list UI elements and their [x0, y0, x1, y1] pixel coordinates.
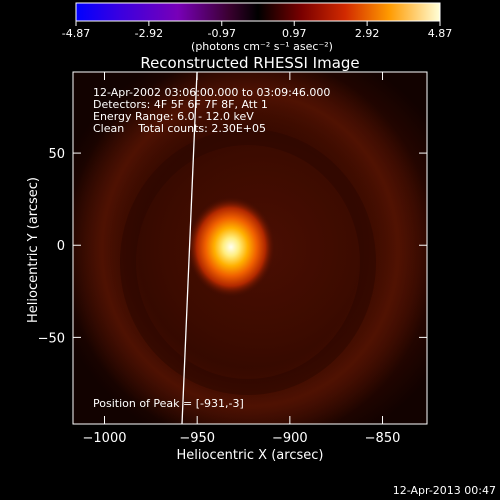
energy-range-text: Energy Range: 6.0 - 12.0 keV	[93, 110, 254, 123]
plot-frame	[72, 71, 428, 425]
detectors-text: Detectors: 4F 5F 6F 7F 8F, Att 1	[93, 98, 268, 111]
clean-counts-text: Clean Total counts: 2.30E+05	[93, 122, 266, 135]
x-tick-label: −850	[365, 431, 401, 446]
colorbar-tick-label: 4.87	[428, 27, 453, 40]
y-axis-label: Heliocentric Y (arcsec)	[26, 177, 41, 323]
colorbar-tick-label: 2.92	[355, 27, 380, 40]
y-tick-label: 0	[57, 239, 65, 254]
info-block: 12-Apr-2002 03:06:00.000 to 03:09:46.000…	[93, 86, 330, 135]
x-tick-label: −900	[272, 431, 308, 446]
peak-position-text: Position of Peak = [-931,-3]	[93, 397, 244, 410]
time-range-text: 12-Apr-2002 03:06:00.000 to 03:09:46.000	[93, 86, 330, 99]
x-tick-label: −950	[179, 431, 215, 446]
flare-source	[187, 197, 275, 297]
colorbar-units: (photons cm⁻² s⁻¹ asec⁻²)	[191, 40, 333, 53]
colorbar-gradient	[75, 2, 441, 22]
y-axis-ticks: 50 0 −50	[38, 147, 427, 346]
x-axis-ticks: −1000 −950 −900 −850	[83, 72, 401, 446]
colorbar-tick-label: -4.87	[62, 27, 90, 40]
x-axis-label: Heliocentric X (arcsec)	[177, 448, 324, 463]
colorbar-tick-label: -2.92	[135, 27, 163, 40]
image-area	[73, 72, 427, 424]
sidelobe-ring-inner	[120, 129, 376, 395]
x-tick-label: −1000	[83, 431, 127, 446]
colorbar-tick-label: -0.97	[208, 27, 236, 40]
plot-title: Reconstructed RHESSI Image	[140, 54, 359, 72]
timestamp: 12-Apr-2013 00:47	[393, 484, 496, 497]
solar-limb	[181, 72, 198, 424]
y-tick-label: 50	[48, 147, 65, 162]
colorbar: -4.87 -2.92 -0.97 0.97 2.92 4.87 (photons cm⁻…	[62, 2, 452, 53]
colorbar-ticks: -4.87 -2.92 -0.97 0.97 2.92 4.87	[62, 21, 452, 40]
colorbar-tick-label: 0.97	[282, 27, 307, 40]
y-tick-label: −50	[38, 331, 65, 346]
